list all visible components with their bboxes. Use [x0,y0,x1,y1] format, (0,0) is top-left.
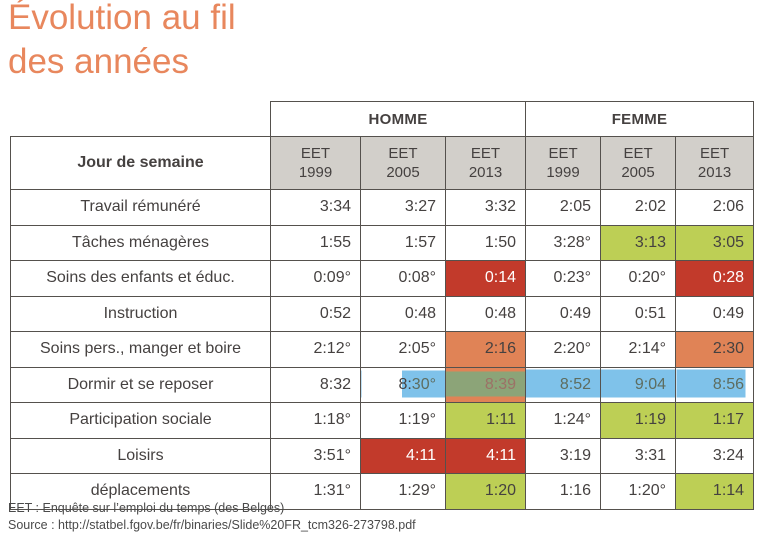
row-label: Dormir et se reposer [10,366,271,403]
time-cell: 1:24° [525,402,602,439]
time-cell: 2:14° [600,331,677,368]
time-cell: 0:52 [270,295,361,332]
time-cell: 2:06 [675,189,755,226]
group-header-row: HOMME FEMME [10,101,755,137]
time-cell: 8:30° [360,366,446,403]
row-label: Participation sociale [10,402,271,439]
time-cell: 3:24 [675,437,755,474]
table-row: Dormir et se reposer 8:32 8:30° 8:39 8:52 9:0… [10,366,755,403]
time-cell: 0:08° [360,260,446,297]
row-label: déplacements [10,473,271,510]
time-cell: 3:34 [270,189,361,226]
time-cell: 2:16 [444,331,527,368]
time-cell: 3:28° [525,224,602,261]
footnote-eet: EET : Enquête sur l’emploi du temps (des… [8,501,285,515]
time-cell: 8:52 [525,366,602,403]
time-cell: 4:11 [444,437,527,474]
corner-empty [10,101,271,137]
time-cell: 0:51 [600,295,677,332]
column-header-homme-2013: EET 2013 [444,136,527,190]
page-title-line1: Évolution au fil [8,0,236,37]
time-cell: 1:20 [444,473,527,510]
time-cell: 3:27 [360,189,446,226]
time-cell: 8:39 [444,366,527,403]
time-cell: 2:02 [600,189,677,226]
time-cell: 3:32 [444,189,527,226]
time-cell: 0:49 [525,295,602,332]
time-cell: 0:20° [600,260,677,297]
time-cell: 1:14 [675,473,755,510]
time-cell: 2:20° [525,331,602,368]
time-cell: 9:04 [600,366,677,403]
page-title: Évolution au fil des années [8,0,236,84]
time-cell: 3:31 [600,437,677,474]
row-label: Soins pers., manger et boire [10,331,271,368]
time-cell: 1:18° [270,402,361,439]
column-header-row: Jour de semaine EET 1999 EET 2005 EET 2013… [10,136,755,190]
column-header-femme-1999: EET 1999 [525,136,602,190]
time-cell: 2:05° [360,331,446,368]
time-cell: 0:48 [360,295,446,332]
column-header-femme-2013: EET 2013 [675,136,755,190]
time-cell: 0:09° [270,260,361,297]
table-row: Soins pers., manger et boire 2:12° 2:05° 2:… [10,331,755,368]
time-cell: 1:57 [360,224,446,261]
corner-header: Jour de semaine [10,136,271,190]
table-row: Participation sociale 1:18° 1:19° 1:11 1:24°… [10,402,755,439]
time-cell: 0:49 [675,295,755,332]
time-cell: 8:32 [270,366,361,403]
time-cell: 0:48 [444,295,527,332]
table-row: Soins des enfants et éduc. 0:09° 0:08° 0:14… [10,260,755,297]
time-cell: 1:50 [444,224,527,261]
table-row: déplacements 1:31° 1:29° 1:20 1:16 1:20° 1:14 [10,473,755,510]
table-row: Loisirs 3:51° 4:11 4:11 3:19 3:31 3:24 [10,437,755,474]
footnote-source: Source : http://statbel.fgov.be/fr/binar… [8,518,416,532]
time-cell: 0:14 [444,260,527,297]
time-cell: 8:56 [675,366,755,403]
time-cell: 4:11 [360,437,446,474]
time-cell: 1:17 [675,402,755,439]
row-label: Instruction [10,295,271,332]
table-row: Tâches ménagères 1:55 1:57 1:50 3:28° 3:13 3:0… [10,224,755,261]
column-header-homme-1999: EET 1999 [270,136,361,190]
time-cell: 1:16 [525,473,602,510]
time-cell: 3:19 [525,437,602,474]
row-label: Loisirs [10,437,271,474]
time-cell: 2:12° [270,331,361,368]
time-cell: 3:05 [675,224,755,261]
time-cell: 1:19 [600,402,677,439]
row-label: Travail rémunéré [10,189,271,226]
column-header-homme-2005: EET 2005 [360,136,446,190]
time-cell: 1:55 [270,224,361,261]
table-row: Instruction 0:52 0:48 0:48 0:49 0:51 0:49 [10,295,755,332]
table-row: Travail rémunéré 3:34 3:27 3:32 2:05 2:02 2:06 [10,189,755,226]
time-cell: 1:20° [600,473,677,510]
footnotes: EET : Enquête sur l’emploi du temps (des… [8,500,416,534]
page-title-line2: des années [8,42,189,81]
time-cell: 1:11 [444,402,527,439]
time-cell: 2:30 [675,331,755,368]
column-header-femme-2005: EET 2005 [600,136,677,190]
row-label: Tâches ménagères [10,224,271,261]
group-header-homme: HOMME [269,101,527,137]
time-cell: 1:31° [270,473,361,510]
time-cell: 3:13 [600,224,677,261]
time-cell: 2:05 [525,189,602,226]
group-header-femme: FEMME [525,101,755,137]
time-cell: 0:28 [675,260,755,297]
time-cell: 3:51° [270,437,361,474]
time-use-table: HOMME FEMME Jour de semaine EET 1999 EET 2… [10,101,755,510]
time-cell: 0:23° [525,260,602,297]
row-label: Soins des enfants et éduc. [10,260,271,297]
time-cell: 1:19° [360,402,446,439]
